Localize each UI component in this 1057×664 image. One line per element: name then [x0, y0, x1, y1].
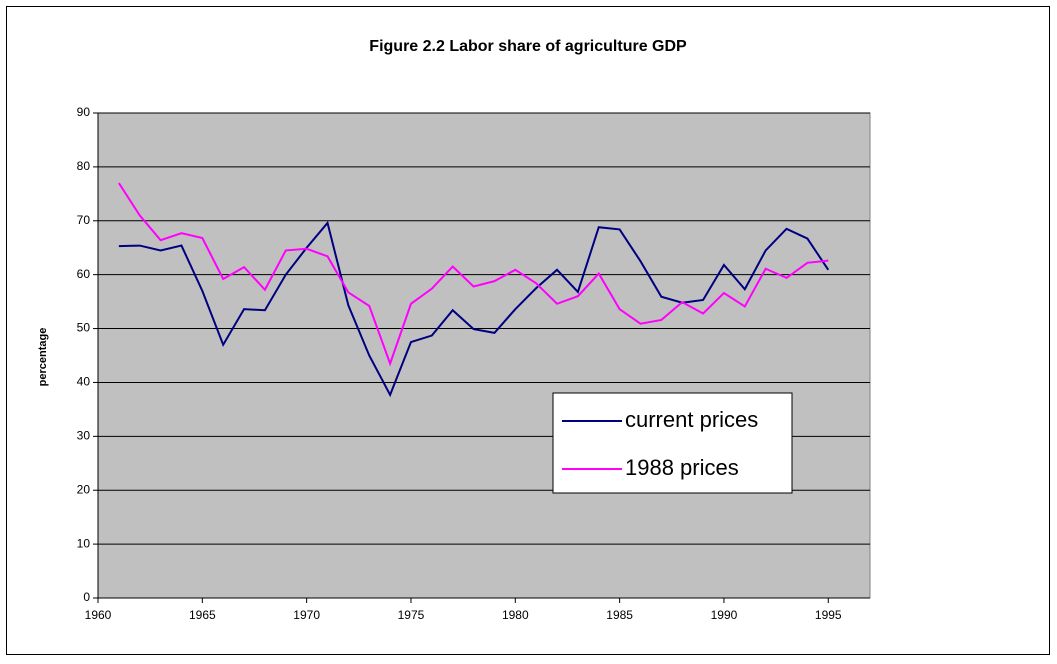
x-tick-label: 1970	[293, 608, 320, 622]
x-tick-label: 1995	[815, 608, 842, 622]
x-tick-label: 1990	[711, 608, 738, 622]
line-series	[118, 182, 829, 367]
legend-box	[552, 392, 793, 494]
legend-label: 1988 prices	[625, 455, 739, 480]
y-tick-label: 80	[77, 159, 91, 173]
x-tick-label: 1980	[502, 608, 529, 622]
x-tick-label: 1960	[85, 608, 112, 622]
plot-area	[97, 112, 871, 599]
y-axis-label: percentage	[37, 328, 49, 387]
y-tick-label: 30	[77, 429, 91, 443]
legend-label: current prices	[625, 407, 758, 432]
x-tick-label: 1965	[189, 608, 216, 622]
y-tick-label: 60	[77, 267, 91, 281]
line-series	[118, 220, 830, 398]
y-tick-label: 20	[77, 482, 91, 496]
y-tick-label: 70	[77, 213, 91, 227]
y-tick-label: 10	[77, 536, 91, 550]
y-tick-label: 40	[77, 375, 91, 389]
y-tick-label: 90	[77, 105, 91, 119]
y-tick-label: 0	[83, 590, 90, 604]
y-tick-label: 50	[77, 321, 91, 335]
x-tick-label: 1985	[606, 608, 633, 622]
chart-title: Figure 2.2 Labor share of agriculture GD…	[369, 38, 687, 55]
x-tick-label: 1975	[398, 608, 425, 622]
